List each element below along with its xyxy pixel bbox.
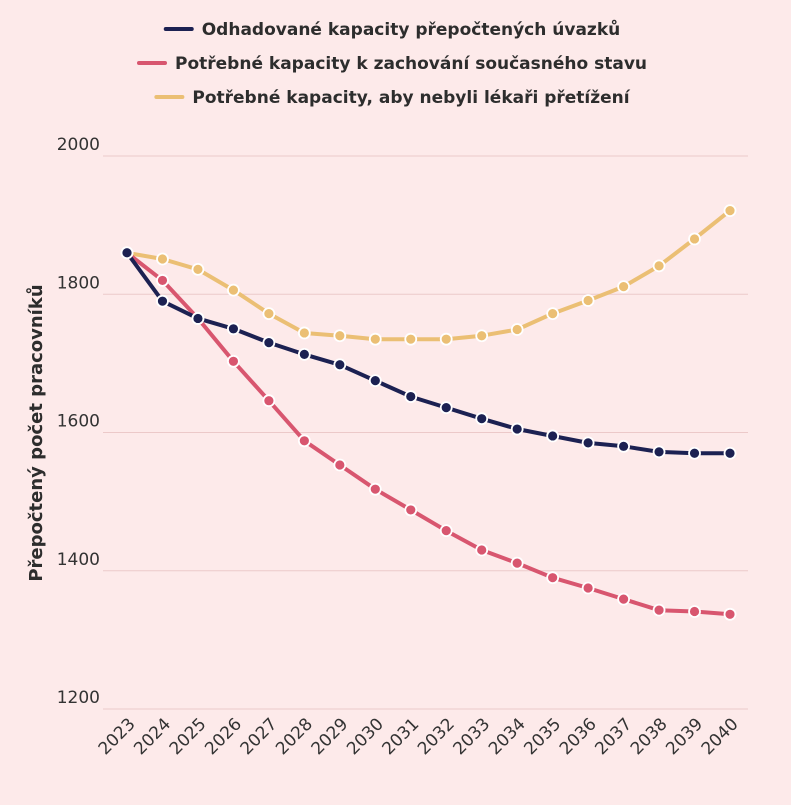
- data-point: [439, 332, 453, 346]
- x-tick-label: 2027: [237, 714, 282, 759]
- x-tick-label: 2026: [201, 714, 246, 759]
- x-tick-label: 2031: [379, 714, 424, 759]
- series-lines: [125, 208, 732, 617]
- legend-label: Potřebné kapacity k zachování současného…: [175, 54, 647, 74]
- data-point: [404, 503, 418, 517]
- data-point: [688, 446, 701, 460]
- data-point: [368, 374, 382, 388]
- data-point: [297, 347, 311, 361]
- data-point: [723, 446, 737, 460]
- data-point: [156, 274, 169, 287]
- data-point: [510, 422, 524, 436]
- data-point: [227, 283, 240, 297]
- series-points: [120, 204, 737, 621]
- legend: Odhadované kapacity přepočtených úvazků P…: [137, 18, 647, 108]
- data-point: [227, 322, 240, 336]
- x-axis-ticks: 2023202420252026202720282029203020312032…: [95, 714, 743, 759]
- data-point: [227, 354, 240, 368]
- x-tick-label: 2039: [662, 714, 707, 759]
- data-point: [617, 592, 630, 606]
- data-point: [120, 246, 134, 260]
- data-point: [191, 262, 205, 276]
- x-tick-label: 2036: [556, 714, 601, 759]
- data-point: [156, 294, 169, 308]
- data-point: [191, 312, 205, 325]
- data-point: [546, 571, 560, 585]
- x-tick-label: 2040: [698, 714, 743, 759]
- data-point: [333, 458, 347, 472]
- data-point: [262, 307, 276, 321]
- data-point: [688, 605, 701, 618]
- data-point: [581, 294, 595, 307]
- legend-label: Potřebné kapacity, aby nebyli lékaři pře…: [192, 88, 630, 108]
- x-tick-label: 2024: [130, 714, 175, 759]
- data-point: [652, 259, 666, 273]
- data-point: [723, 607, 737, 621]
- data-point: [546, 307, 560, 321]
- data-point: [368, 332, 382, 346]
- x-tick-label: 2034: [485, 714, 530, 759]
- data-point: [262, 394, 276, 408]
- y-tick-label: 1400: [57, 550, 100, 570]
- data-point: [688, 232, 701, 246]
- data-point: [510, 323, 524, 336]
- data-point: [262, 336, 276, 350]
- data-point: [475, 412, 489, 426]
- data-point: [156, 252, 169, 266]
- x-tick-label: 2023: [95, 714, 140, 759]
- data-point: [475, 329, 489, 343]
- x-tick-label: 2025: [166, 714, 211, 759]
- data-point: [652, 445, 666, 459]
- gridlines: [103, 155, 748, 710]
- data-point: [510, 556, 524, 570]
- data-point: [617, 439, 630, 453]
- x-tick-label: 2029: [308, 714, 353, 759]
- data-point: [581, 581, 595, 595]
- x-tick-label: 2035: [520, 714, 565, 759]
- data-point: [368, 482, 382, 496]
- series-line: [125, 250, 732, 617]
- data-point: [652, 603, 666, 617]
- legend-label: Odhadované kapacity přepočtených úvazků: [202, 18, 621, 40]
- x-tick-label: 2033: [450, 714, 495, 759]
- y-tick-label: 1600: [57, 412, 100, 432]
- data-point: [297, 434, 311, 448]
- data-point: [475, 543, 489, 557]
- x-tick-label: 2028: [272, 714, 317, 759]
- data-point: [581, 436, 595, 450]
- y-tick-label: 1800: [57, 273, 100, 293]
- x-tick-label: 2038: [627, 714, 672, 759]
- data-point: [297, 326, 311, 340]
- y-tick-label: 1200: [57, 688, 100, 708]
- series-line: [125, 208, 732, 342]
- data-point: [333, 329, 347, 343]
- data-point: [333, 358, 347, 372]
- data-point: [404, 332, 418, 346]
- data-point: [439, 524, 453, 538]
- y-axis-ticks: 1200 1400 1600 1800 2000: [57, 135, 100, 708]
- y-tick-label: 2000: [57, 135, 100, 155]
- data-point: [723, 204, 737, 218]
- x-tick-label: 2032: [414, 714, 459, 759]
- data-point: [546, 429, 560, 443]
- data-point: [617, 280, 630, 294]
- x-tick-label: 2037: [591, 714, 636, 759]
- x-tick-label: 2030: [343, 714, 388, 759]
- data-point: [404, 390, 418, 403]
- y-axis-label: Přepočtený počet pracovníků: [25, 284, 47, 581]
- data-point: [439, 401, 453, 415]
